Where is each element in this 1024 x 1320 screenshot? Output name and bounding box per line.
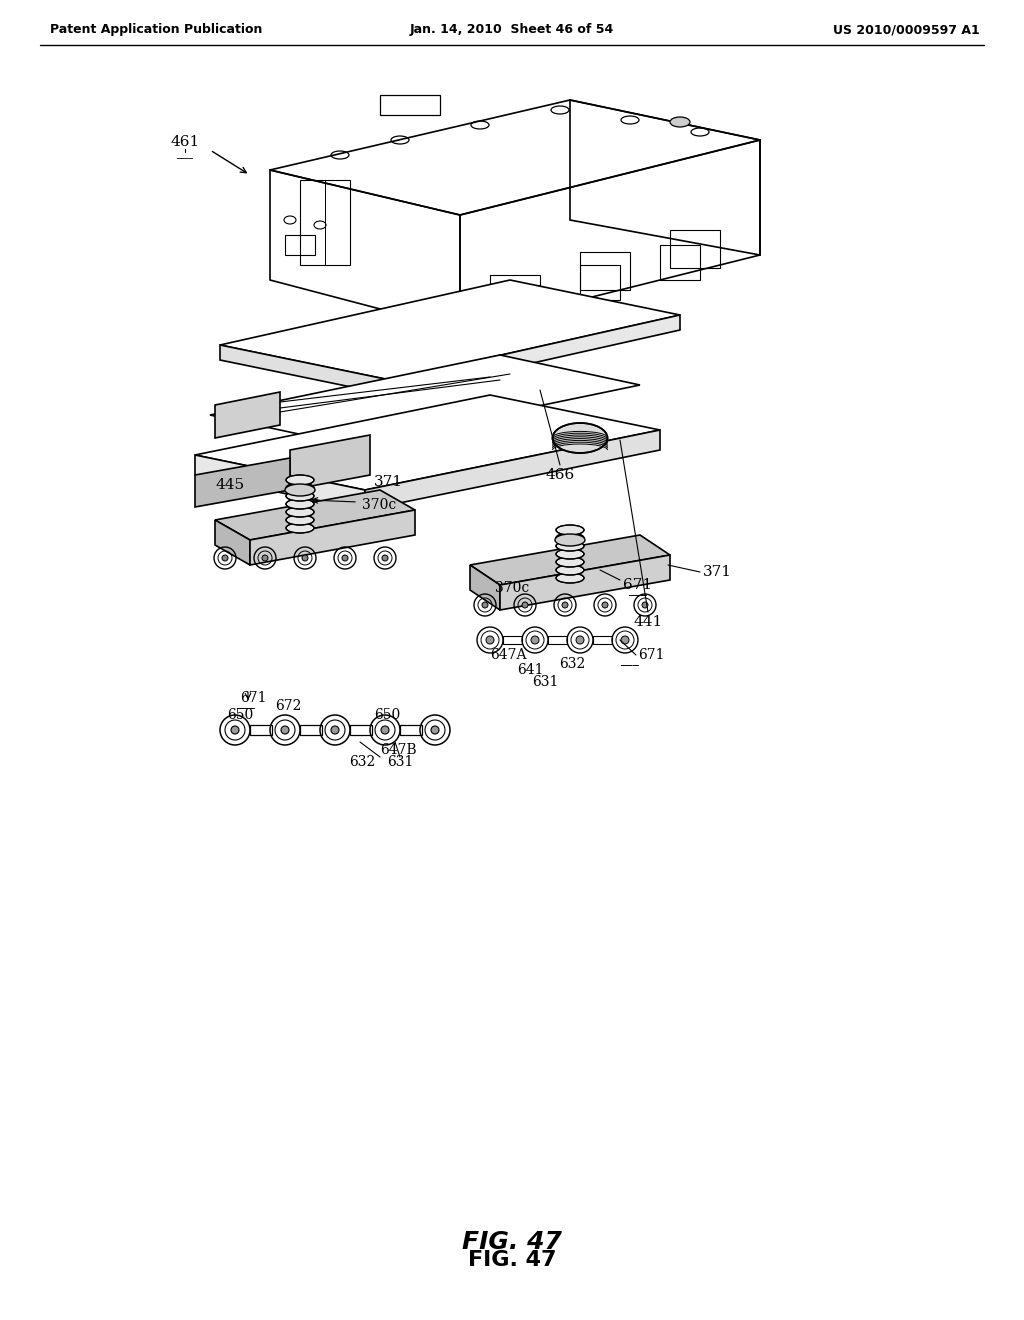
Polygon shape [470, 565, 500, 610]
Ellipse shape [621, 636, 629, 644]
Ellipse shape [556, 557, 584, 568]
Polygon shape [470, 535, 670, 585]
Text: FIG. 47: FIG. 47 [468, 1250, 556, 1270]
Bar [660, 246, 700, 280]
Text: 631: 631 [387, 755, 414, 770]
Polygon shape [500, 554, 670, 610]
Bar [503, 636, 522, 644]
Text: 445: 445 [215, 478, 245, 492]
Ellipse shape [302, 554, 308, 561]
Bar [500, 285, 540, 319]
Ellipse shape [556, 573, 584, 583]
Text: 370c: 370c [362, 498, 396, 512]
Polygon shape [290, 436, 370, 490]
Text: 631: 631 [531, 675, 558, 689]
Ellipse shape [342, 554, 348, 561]
Ellipse shape [670, 117, 690, 127]
Bar [300, 725, 322, 735]
Bar [580, 252, 630, 290]
Text: 671: 671 [624, 578, 652, 591]
Bar [490, 275, 540, 313]
Ellipse shape [285, 484, 315, 496]
Ellipse shape [556, 549, 584, 558]
Text: 371: 371 [374, 475, 402, 488]
Bar [300, 180, 350, 265]
Ellipse shape [222, 554, 228, 561]
Polygon shape [220, 345, 390, 395]
Text: Patent Application Publication: Patent Application Publication [50, 24, 262, 37]
Ellipse shape [556, 525, 584, 535]
Polygon shape [390, 315, 680, 395]
Polygon shape [195, 455, 365, 510]
Text: 461: 461 [170, 135, 200, 149]
Text: ___: ___ [629, 583, 647, 597]
Bar [593, 636, 612, 644]
Ellipse shape [562, 602, 568, 609]
Polygon shape [215, 520, 250, 565]
Ellipse shape [286, 515, 314, 525]
Ellipse shape [286, 523, 314, 533]
Text: 647B: 647B [380, 743, 417, 756]
Text: 650: 650 [374, 708, 400, 722]
Ellipse shape [382, 554, 388, 561]
Ellipse shape [286, 475, 314, 484]
Ellipse shape [556, 533, 584, 543]
Text: 672: 672 [274, 700, 301, 713]
Text: 632: 632 [349, 755, 375, 770]
Text: FIG. 47: FIG. 47 [462, 1230, 562, 1254]
Bar [580, 265, 620, 300]
Polygon shape [210, 355, 640, 445]
Ellipse shape [482, 602, 488, 609]
Text: US 2010/0009597 A1: US 2010/0009597 A1 [834, 24, 980, 37]
Ellipse shape [331, 726, 339, 734]
Polygon shape [250, 510, 415, 565]
Ellipse shape [231, 726, 239, 734]
Bar [350, 725, 372, 735]
Ellipse shape [286, 507, 314, 517]
Text: 647A: 647A [489, 648, 526, 663]
Ellipse shape [531, 636, 539, 644]
Ellipse shape [286, 491, 314, 502]
Bar [250, 725, 272, 735]
Text: 466: 466 [546, 469, 574, 482]
Text: 671: 671 [240, 690, 266, 705]
Text: ___: ___ [176, 149, 194, 158]
Ellipse shape [553, 422, 607, 453]
Ellipse shape [556, 565, 584, 576]
Polygon shape [220, 280, 680, 380]
Text: 671: 671 [638, 648, 665, 663]
Polygon shape [215, 490, 415, 540]
Text: ___: ___ [621, 653, 639, 667]
Ellipse shape [281, 726, 289, 734]
Text: 370c: 370c [495, 581, 529, 595]
Ellipse shape [486, 636, 494, 644]
Ellipse shape [286, 483, 314, 492]
Text: 641: 641 [517, 663, 544, 677]
Polygon shape [195, 458, 290, 507]
Ellipse shape [522, 602, 528, 609]
Ellipse shape [602, 602, 608, 609]
Ellipse shape [642, 602, 648, 609]
Ellipse shape [431, 726, 439, 734]
Bar [670, 230, 720, 268]
Polygon shape [215, 392, 280, 438]
Text: 441: 441 [634, 615, 663, 630]
Ellipse shape [262, 554, 268, 561]
Bar [285, 235, 315, 255]
Text: Jan. 14, 2010  Sheet 46 of 54: Jan. 14, 2010 Sheet 46 of 54 [410, 24, 614, 37]
Polygon shape [365, 430, 660, 510]
Bar [548, 636, 567, 644]
Text: 632: 632 [559, 657, 585, 671]
Text: ___: ___ [236, 696, 254, 709]
Bar [400, 725, 422, 735]
Bar [380, 95, 440, 115]
Polygon shape [195, 395, 660, 490]
Ellipse shape [381, 726, 389, 734]
Text: 371: 371 [703, 565, 732, 579]
Ellipse shape [575, 636, 584, 644]
Text: 650: 650 [227, 708, 253, 722]
Ellipse shape [556, 541, 584, 550]
Ellipse shape [286, 499, 314, 510]
Ellipse shape [555, 535, 585, 546]
